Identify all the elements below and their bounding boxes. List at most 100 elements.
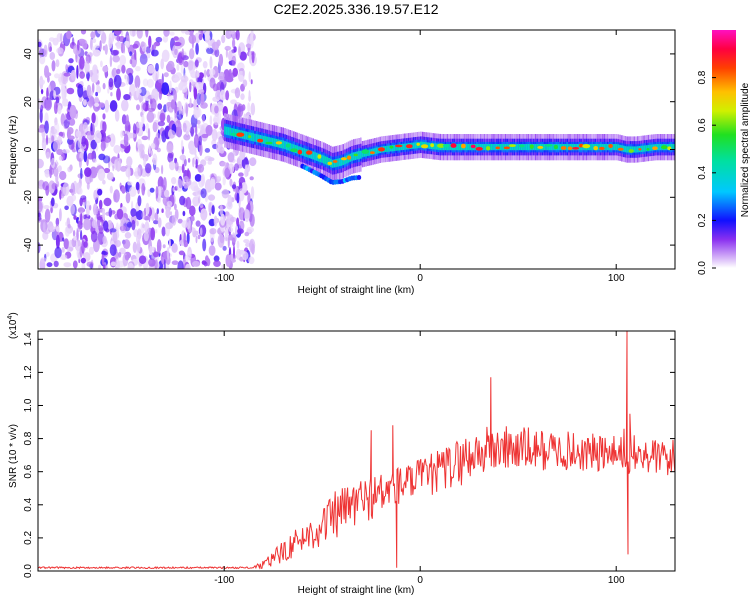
spectrogram-noise-cell: [248, 256, 255, 265]
spectrogram-noise-cell: [150, 227, 156, 241]
spectrogram-noise-cell: [92, 38, 97, 44]
spectrogram-signal-cell: [256, 134, 258, 143]
spectrogram-noise-cell: [130, 208, 137, 218]
spectrogram-noise-cell: [161, 73, 164, 86]
spectrogram-noise-cell: [157, 121, 165, 127]
spectrogram-noise-cell: [82, 99, 87, 106]
spectrogram-signal-cell: [624, 146, 627, 153]
spectrogram-noise-cell: [94, 96, 100, 104]
spectrogram-signal-cell: [659, 144, 662, 151]
spectrogram-noise-cell: [185, 216, 191, 230]
spectrogram-noise-cell: [141, 46, 147, 52]
spectrogram-noise-cell: [163, 189, 170, 198]
y-tick-label: 1.4: [23, 332, 34, 346]
spectrogram-signal-cell: [374, 148, 376, 155]
spectrogram-signal-cell: [628, 146, 630, 153]
spectrogram-noise-cell: [233, 245, 235, 259]
spectrogram-noise-cell: [154, 259, 158, 269]
spectrogram-noise-cell: [121, 99, 129, 112]
spectrogram-noise-cell: [44, 65, 49, 78]
spectrogram-noise-cell: [59, 170, 67, 181]
spectrogram-noise-cell: [38, 201, 43, 213]
spectrogram-noise-cell: [234, 87, 241, 99]
spectrogram-signal-cell: [502, 144, 505, 151]
spectrogram-noise-cell: [59, 189, 62, 200]
spectrogram-noise-cell: [143, 158, 147, 168]
spectrogram-signal-cell: [577, 144, 579, 151]
spectrogram-noise-cell: [182, 178, 185, 187]
spectrogram-noise-cell: [90, 31, 96, 39]
spectrogram-noise-cell: [127, 130, 131, 141]
spectrogram-signal-cell: [345, 155, 348, 164]
spectrogram-signal-cell: [658, 144, 660, 151]
spectrogram-noise-cell: [141, 183, 146, 196]
spectrogram-noise-cell: [123, 133, 129, 147]
spectrogram-noise-cell: [88, 246, 95, 255]
spectrogram-noise-cell: [79, 55, 85, 70]
spectrogram-noise-cell: [209, 173, 217, 180]
spectrogram-noise-cell: [142, 102, 150, 112]
spectrogram-noise-cell: [134, 75, 141, 89]
spectrogram-noise-cell: [82, 122, 89, 133]
spectrogram-noise-cell: [197, 234, 201, 240]
spectrogram-signal-peak: [661, 145, 668, 150]
spectrogram-noise-cell: [173, 36, 179, 41]
spectrogram-noise-cell: [185, 263, 191, 269]
spectrogram-noise-cell: [93, 189, 98, 201]
spectrogram-noise-cell: [103, 220, 109, 232]
spectrogram-noise-cell: [98, 225, 104, 232]
spectrogram-signal-cell: [455, 144, 457, 151]
spectrogram-noise-cell: [98, 199, 103, 210]
spectrogram-noise-cell: [108, 37, 113, 49]
spectrogram-noise-cell: [72, 230, 76, 237]
spectrogram-noise-cell: [177, 260, 184, 269]
spectrogram-noise-cell: [139, 97, 142, 103]
spectrogram-noise-cell: [249, 176, 254, 181]
spectrogram-signal-cell: [342, 157, 344, 166]
spectrogram-noise-cell: [242, 251, 249, 261]
spectrogram-noise-cell: [131, 54, 135, 60]
spectrogram-noise-cell: [200, 188, 207, 199]
spectrogram-noise-cell: [218, 53, 224, 67]
spectrogram-noise-cell: [211, 205, 215, 215]
spectrogram-signal-cell: [344, 156, 346, 165]
spectrogram-signal-peak: [327, 161, 333, 165]
spectrogram-noise-cell: [200, 91, 205, 106]
spectrogram-noise-cell: [235, 30, 240, 41]
spectrogram-noise-cell: [90, 139, 97, 150]
spectrogram-noise-cell: [100, 140, 106, 152]
spectrogram-noise-cell: [132, 30, 136, 37]
spectrogram-noise-cell: [186, 130, 189, 136]
spectrogram-signal-cell: [333, 159, 336, 168]
spectrogram-noise-cell: [84, 167, 92, 178]
spectrogram-noise-cell: [195, 42, 199, 55]
spectrogram-noise-cell: [39, 47, 43, 58]
x-tick-label: 0: [417, 273, 423, 284]
y-tick-label: 1.2: [23, 365, 34, 379]
y-tick-label: -20: [23, 190, 34, 205]
spectrogram-noise-cell: [123, 45, 125, 54]
spectrogram-noise-cell: [113, 30, 122, 36]
colorbar-ticks: 0.0 0.2 0.4 0.6 0.8: [697, 70, 716, 275]
x-tick-label: -100: [214, 575, 234, 586]
spectrogram-noise-cell: [121, 114, 127, 125]
spectrogram-noise-cell: [79, 71, 85, 79]
spectrogram-noise-cell: [162, 177, 167, 191]
spectrogram-signal-peak: [389, 145, 394, 149]
spectrogram-noise-cell: [112, 165, 115, 172]
spectrogram-noise-cell: [83, 150, 88, 163]
spectrogram-signal-cell: [273, 138, 276, 147]
spectrogram-noise-cell: [110, 49, 119, 56]
spectrogram-noise-cell: [124, 254, 130, 261]
spectrogram-noise-cell: [150, 142, 156, 150]
spectrogram-signal-cell: [271, 138, 274, 147]
spectrogram-noise-cell: [113, 144, 121, 154]
spectrogram-noise-cell: [122, 239, 131, 250]
spectrogram-noise-cell: [87, 152, 94, 160]
spectrogram-signal-cell: [547, 144, 549, 151]
spectrogram-noise-cell: [65, 221, 68, 226]
spectrogram-noise-cell: [184, 158, 187, 167]
spectrogram-noise-cell: [102, 82, 106, 90]
spectrogram-noise-cell: [195, 158, 198, 169]
spectrogram-noise-cell: [51, 135, 55, 143]
